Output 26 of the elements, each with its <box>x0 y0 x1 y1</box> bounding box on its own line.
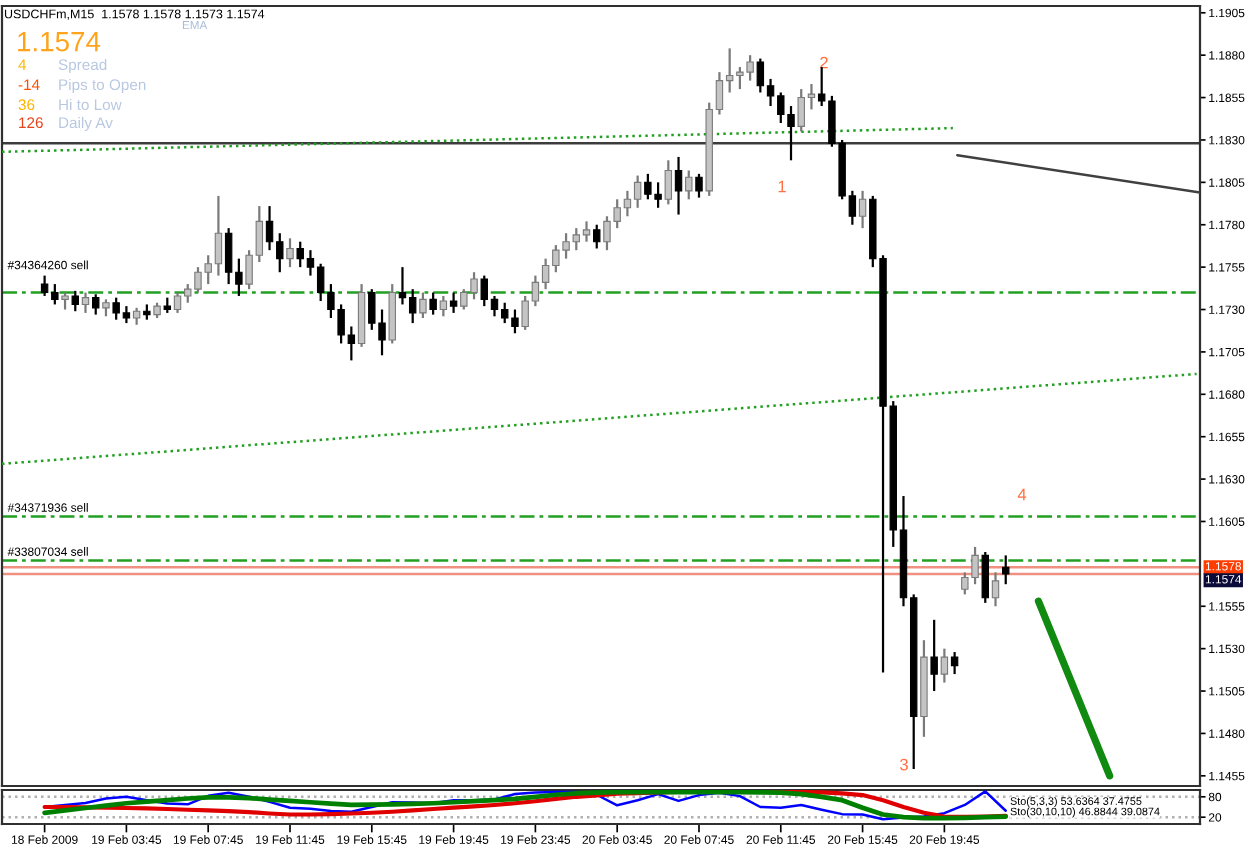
candlestick <box>71 289 80 313</box>
candlestick <box>940 647 949 684</box>
annotation: 1.1574 <box>18 32 101 52</box>
candlestick <box>1002 554 1010 586</box>
candlestick <box>664 159 673 206</box>
annotation: 3 <box>900 758 908 771</box>
annotation: 1 <box>778 180 786 193</box>
candlestick <box>92 293 100 316</box>
candlestick <box>981 550 990 604</box>
annotation: 4 <box>1017 488 1027 501</box>
candlestick <box>930 618 938 693</box>
annotation: 2 <box>820 56 828 69</box>
candlestick <box>439 294 448 318</box>
candlestick <box>388 282 396 345</box>
candlestick <box>419 291 427 320</box>
candlestick <box>991 571 1000 608</box>
candlestick <box>429 291 437 316</box>
candlestick <box>950 650 959 676</box>
candlestick <box>593 223 601 250</box>
candlestick <box>685 169 693 201</box>
candlestick <box>81 291 90 315</box>
candlestick <box>449 291 458 315</box>
candlestick <box>286 237 294 269</box>
candlestick <box>858 189 867 230</box>
candlestick <box>695 172 703 199</box>
candlestick <box>674 155 683 216</box>
